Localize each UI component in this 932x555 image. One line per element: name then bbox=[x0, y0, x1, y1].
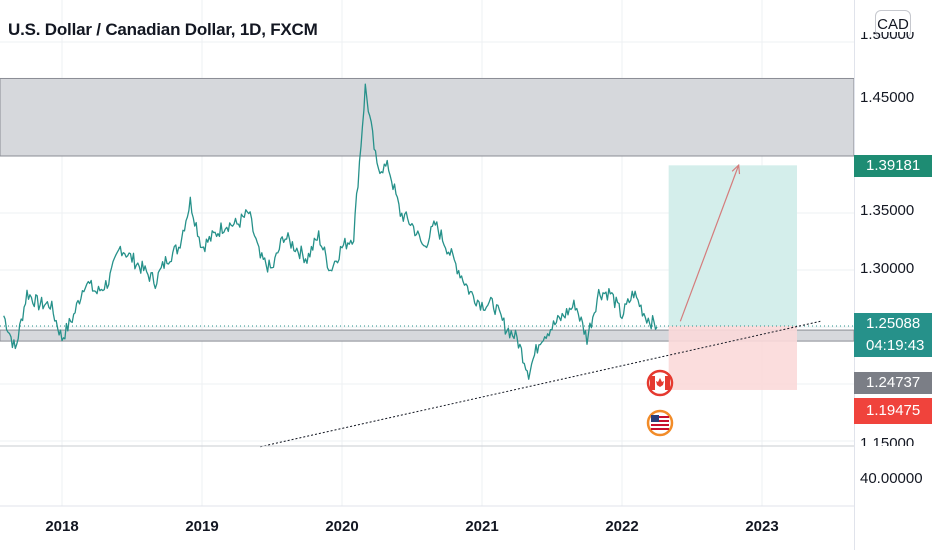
last-price-label: 1.25088 04:19:43 bbox=[854, 313, 932, 357]
canada-flag-right-bar bbox=[665, 376, 670, 390]
resistance-zone bbox=[0, 77, 855, 157]
us-flag-stripe bbox=[651, 420, 669, 422]
countdown-timer: 04:19:43 bbox=[866, 337, 925, 354]
last-price-value: 1.25088 bbox=[866, 315, 921, 332]
zone-price-label: 1.24737 bbox=[854, 372, 932, 394]
price-series-line bbox=[3, 83, 658, 380]
stop-price-label: 1.19475 bbox=[854, 398, 932, 424]
us-flag-canton bbox=[651, 415, 659, 422]
time-tick-2022: 2022 bbox=[605, 518, 639, 535]
time-tick-2019: 2019 bbox=[185, 518, 219, 535]
position-stop-zone bbox=[668, 325, 797, 390]
position-target-zone bbox=[668, 165, 797, 326]
currency-button[interactable]: CAD bbox=[875, 10, 911, 38]
target-price-label: 1.39181 bbox=[854, 155, 932, 177]
price-tick-1-15: 1.15000 bbox=[860, 435, 915, 446]
price-tick-1-30: 1.30000 bbox=[860, 260, 915, 277]
us-flag-icon bbox=[646, 409, 674, 437]
time-tick-2021: 2021 bbox=[465, 518, 499, 535]
projection-arrow-head bbox=[731, 163, 741, 175]
time-tick-2020: 2020 bbox=[325, 518, 359, 535]
maple-leaf bbox=[656, 378, 664, 387]
canada-flag-icon bbox=[646, 369, 674, 397]
price-tick-clipped: 1.50000 bbox=[860, 32, 915, 43]
price-tick-1-35: 1.35000 bbox=[860, 202, 915, 219]
time-tick-2018: 2018 bbox=[45, 518, 79, 535]
price-tick-1-45: 1.45000 bbox=[860, 89, 915, 106]
symbol-title: U.S. Dollar / Canadian Dollar, 1D, FXCM bbox=[8, 20, 318, 39]
indicator-tick: 40.00000 bbox=[860, 470, 923, 487]
us-flag-stripe bbox=[651, 416, 669, 418]
time-tick-2023: 2023 bbox=[745, 518, 779, 535]
us-flag-stripe bbox=[651, 424, 669, 426]
us-flag-ring bbox=[646, 409, 674, 437]
us-flag-stripe bbox=[651, 428, 669, 430]
projection-arrow-shaft bbox=[679, 164, 740, 322]
canada-flag-left-bar bbox=[650, 376, 655, 390]
